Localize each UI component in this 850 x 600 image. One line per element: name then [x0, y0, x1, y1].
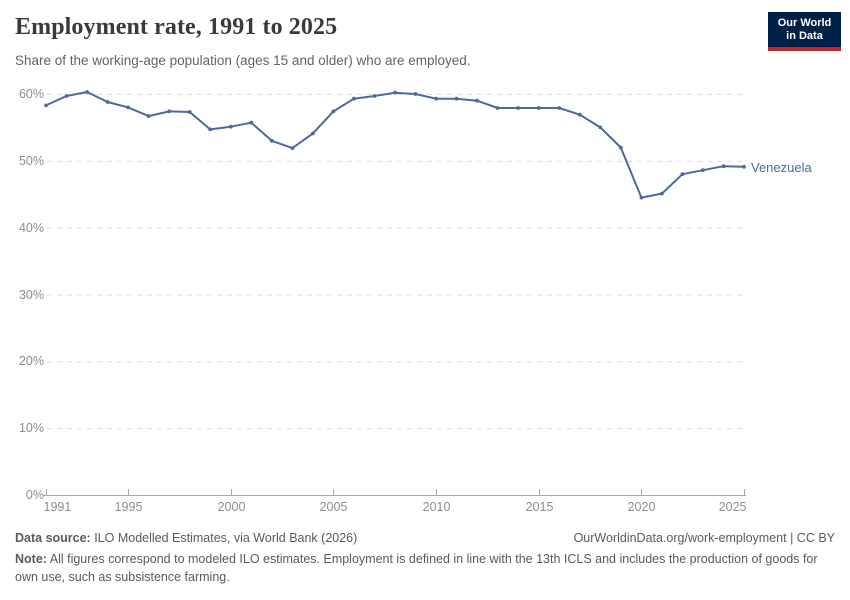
data-point-marker — [413, 92, 418, 96]
y-axis-label: 10% — [18, 421, 44, 436]
data-point-marker — [44, 103, 48, 108]
x-axis-label: 1991 — [43, 500, 72, 514]
data-point-marker — [495, 106, 500, 110]
chart-subtitle: Share of the working-age population (age… — [15, 53, 471, 68]
x-axis-label: 2005 — [319, 500, 348, 514]
data-point-marker — [64, 94, 69, 98]
x-axis-label: 2000 — [217, 500, 246, 514]
x-axis-label: 2020 — [627, 500, 656, 514]
x-axis-label: 2015 — [525, 500, 554, 514]
y-axis-label: 20% — [18, 354, 44, 369]
y-axis-label: 0% — [25, 488, 44, 502]
x-axis-label: 2010 — [422, 500, 451, 514]
footer-source-row: Data source: ILO Modelled Estimates, via… — [15, 531, 835, 545]
note-label: Note: — [15, 552, 47, 566]
data-point-marker — [85, 90, 89, 94]
data-source-text: ILO Modelled Estimates, via World Bank (… — [90, 531, 358, 545]
data-point-marker — [680, 172, 685, 177]
owid-logo-line1: Our World — [777, 17, 832, 29]
data-point-marker — [660, 191, 664, 196]
page-title: Employment rate, 1991 to 2025 — [15, 14, 338, 40]
data-point-marker — [618, 145, 623, 150]
x-axis-label: 1995 — [114, 500, 143, 514]
y-axis-label: 60% — [18, 87, 44, 101]
data-point-marker — [434, 96, 438, 101]
owid-logo-line2: in Data — [786, 30, 823, 42]
footer-link[interactable]: OurWorldinData.org/work-employment | CC … — [574, 531, 835, 545]
data-point-marker — [721, 164, 726, 169]
data-point-marker — [126, 105, 130, 110]
data-point-marker — [393, 90, 397, 95]
data-point-marker — [516, 106, 521, 110]
data-point-marker — [269, 138, 274, 143]
data-point-marker — [352, 96, 356, 101]
data-point-marker — [475, 98, 479, 103]
owid-logo: Our World in Data — [768, 12, 841, 51]
series-entity-label: Venezuela — [751, 160, 812, 175]
data-source: Data source: ILO Modelled Estimates, via… — [15, 531, 357, 545]
owid-url-link[interactable]: OurWorldinData.org/work-employment | CC … — [573, 531, 835, 545]
data-source-label: Data source: — [15, 531, 91, 545]
y-axis-label: 40% — [18, 220, 44, 235]
data-point-marker — [187, 110, 192, 114]
data-point-marker — [105, 100, 110, 104]
data-point-marker — [557, 106, 562, 110]
data-point-marker — [598, 125, 603, 130]
data-point-marker — [577, 112, 582, 117]
series-line-venezuela — [45, 91, 745, 199]
x-axis-label: 2025 — [718, 500, 747, 514]
data-point-marker — [228, 124, 233, 129]
y-axis-label: 50% — [18, 153, 44, 168]
note-text: All figures correspond to modeled ILO es… — [15, 552, 818, 584]
data-point-marker — [167, 109, 172, 114]
data-point-marker — [701, 168, 705, 173]
data-point-marker — [290, 146, 295, 151]
data-point-marker — [331, 109, 336, 114]
data-point-marker — [208, 127, 213, 132]
data-point-marker — [146, 114, 151, 118]
data-point-marker — [249, 120, 254, 125]
footer-note: Note: All figures correspond to modeled … — [15, 551, 827, 587]
data-point-marker — [311, 131, 315, 136]
data-point-marker — [454, 96, 459, 101]
y-axis-label: 30% — [18, 287, 44, 302]
data-point-marker — [639, 195, 644, 200]
data-point-marker — [742, 164, 746, 169]
data-point-marker — [536, 106, 541, 110]
data-point-marker — [372, 94, 377, 98]
